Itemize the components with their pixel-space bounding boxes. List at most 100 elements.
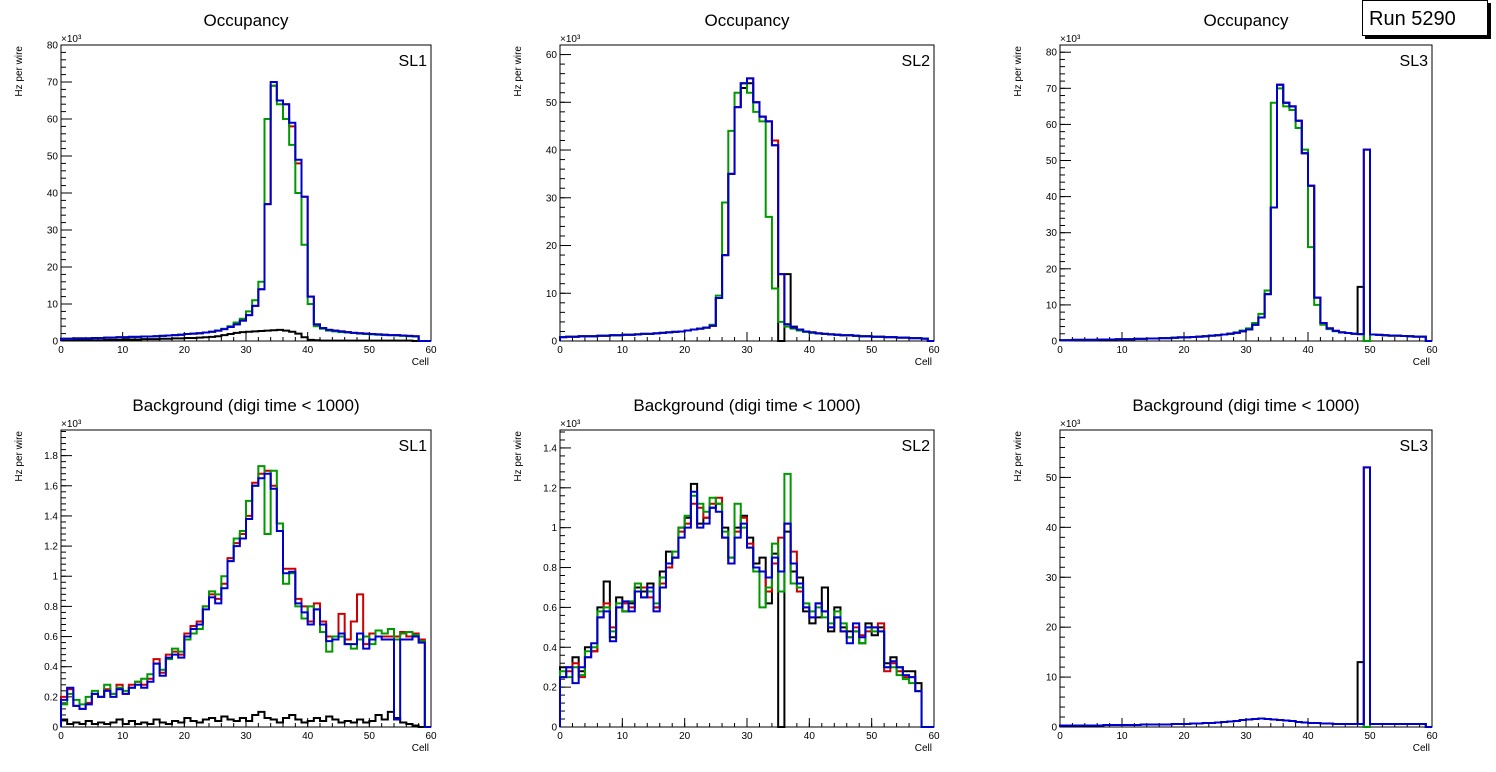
y-tick-label: 50 [47,152,59,163]
run-label: Run 5290 [1369,8,1456,30]
y-tick-label: 1 [52,572,58,583]
superlayer-label: SL2 [902,53,931,70]
histogram-series-black [1059,83,1432,342]
x-tick-label: 10 [617,345,629,356]
x-tick-label: 60 [1426,345,1438,356]
y-tick-label: 10 [546,289,558,300]
x-tick-label: 50 [866,345,878,356]
y-tick-label: 1.2 [543,483,557,494]
plot-frame [60,44,432,342]
plot-frame [60,429,432,728]
panel-title: Occupancy [704,11,790,30]
y-tick-label: 60 [546,50,558,61]
superlayer-label: SL1 [399,53,428,70]
x-tick-label: 0 [557,345,563,356]
y-tick-label: 30 [546,193,558,204]
x-tick-label: 50 [866,731,878,742]
histogram-panel-3: Occupancy 0 10 20 30 40 50 60 0 10 20 30 40 50 60 70 80 C… [1013,11,1438,368]
x-tick-label: 30 [240,731,252,742]
y-tick-label: 20 [1046,264,1058,275]
y-tick-label: 50 [1046,156,1058,167]
y-tick-label: 40 [546,146,558,157]
y-tick-label: 0 [52,723,58,734]
y-tick-label: 80 [1046,48,1058,59]
y-tick-label: 0 [551,337,557,348]
histogram-series-black [60,710,431,728]
y-tick-label: 0.4 [543,643,557,654]
y-axis-label: Hz per wire [14,431,25,482]
x-tick-label: 0 [557,731,563,742]
x-tick-label: 10 [1116,731,1128,742]
histogram-series-black [60,328,431,342]
y-tick-label: 30 [1046,573,1058,584]
histogram-series-green [559,82,934,342]
y-multiplier-label: ×10³ [61,34,82,45]
y-tick-label: 0.2 [44,692,58,703]
x-tick-label: 50 [1364,731,1376,742]
y-axis-label: Hz per wire [513,46,524,97]
x-axis-label: Cell [915,743,932,754]
x-tick-label: 30 [1240,345,1252,356]
x-tick-label: 20 [1178,731,1190,742]
y-tick-label: 50 [546,98,558,109]
x-tick-label: 10 [617,731,629,742]
y-multiplier-label: ×10³ [1060,34,1081,45]
y-tick-label: 0.4 [44,662,58,673]
y-tick-label: 1.4 [543,443,557,454]
x-tick-label: 20 [1178,345,1190,356]
x-tick-label: 10 [117,731,129,742]
x-tick-label: 20 [679,731,691,742]
x-tick-label: 50 [364,345,376,356]
histogram-series-red [1059,83,1432,342]
superlayer-label: SL2 [902,438,931,455]
y-tick-label: 80 [47,41,59,52]
histogram-series-green [559,472,934,728]
x-tick-label: 0 [58,345,64,356]
x-tick-label: 30 [741,731,753,742]
y-tick-label: 0 [1051,337,1057,348]
y-tick-label: 0.6 [44,632,58,643]
y-tick-label: 60 [47,115,59,126]
y-tick-label: 10 [1046,673,1058,684]
x-axis-label: Cell [412,357,429,368]
histogram-series-red [559,77,934,342]
y-axis-label: Hz per wire [1013,46,1024,97]
superlayer-label: SL3 [1400,53,1429,70]
y-axis-label: Hz per wire [513,431,524,482]
y-tick-label: 50 [1046,473,1058,484]
panel-title: Background (digi time < 1000) [633,396,860,415]
histogram-panel-6: Background (digi time < 1000) 0 10 20 30 40 50… [1013,396,1438,754]
y-multiplier-label: ×10³ [560,34,581,45]
y-tick-label: 10 [1046,300,1058,311]
plot-frame [1059,429,1433,728]
x-tick-label: 40 [302,731,314,742]
x-tick-label: 0 [1057,731,1063,742]
histogram-series-green [60,84,431,342]
x-tick-label: 20 [179,731,191,742]
plot-frame [559,429,935,728]
x-tick-label: 40 [804,731,816,742]
x-tick-label: 60 [425,731,437,742]
x-axis-label: Cell [412,743,429,754]
histogram-series-red [60,84,431,342]
y-tick-label: 20 [546,241,558,252]
x-tick-label: 50 [364,731,376,742]
y-tick-label: 1 [551,523,557,534]
x-tick-label: 40 [1302,731,1314,742]
y-tick-label: 40 [47,189,59,200]
histogram-series-red [1059,466,1432,728]
histogram-series-green [60,465,431,728]
x-tick-label: 60 [928,345,940,356]
y-tick-label: 0 [52,337,58,348]
x-tick-label: 60 [425,345,437,356]
y-tick-label: 20 [1046,623,1058,634]
y-axis-label: Hz per wire [1013,431,1024,482]
y-tick-label: 0 [551,723,557,734]
x-tick-label: 10 [117,345,129,356]
panel-title: Background (digi time < 1000) [132,396,359,415]
y-tick-label: 10 [47,300,59,311]
x-tick-label: 30 [741,345,753,356]
y-tick-label: 0 [1051,723,1057,734]
histogram-series-black [559,82,934,342]
